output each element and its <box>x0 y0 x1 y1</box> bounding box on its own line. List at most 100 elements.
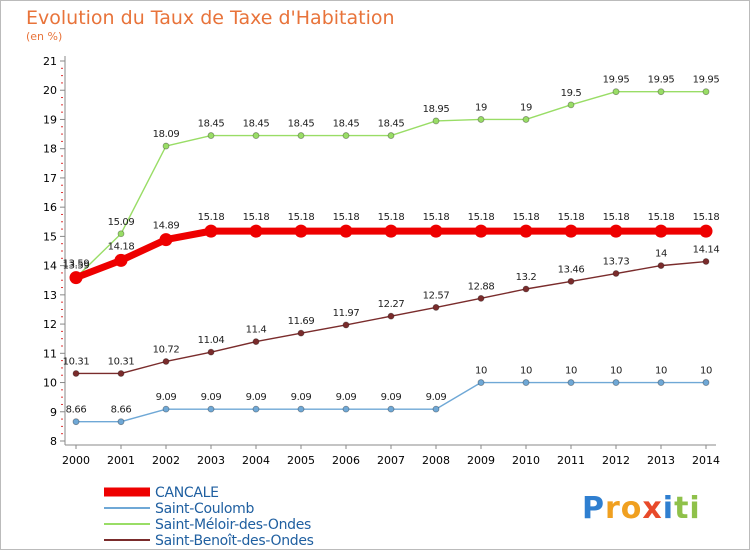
data-point <box>477 294 485 302</box>
data-label: 8.66 <box>111 405 132 416</box>
data-point <box>387 132 395 139</box>
data-point <box>567 277 575 285</box>
data-point <box>207 348 215 356</box>
logo-letter: i <box>663 491 674 526</box>
data-label: 13.73 <box>603 257 630 268</box>
data-point <box>342 132 350 139</box>
data-point <box>297 329 305 337</box>
data-point <box>69 271 83 285</box>
data-point <box>567 379 575 386</box>
data-point <box>522 116 530 123</box>
data-point <box>429 224 443 238</box>
data-label: 10 <box>565 366 577 377</box>
data-point <box>387 312 395 320</box>
data-point <box>612 270 620 277</box>
data-point <box>657 88 665 96</box>
proxiti-logo: Proxiti <box>582 491 701 526</box>
data-point <box>522 285 530 293</box>
x-tick-label: 2013 <box>647 454 675 467</box>
x-tick-label: 2001 <box>107 454 135 467</box>
data-label: 18.45 <box>243 119 270 130</box>
data-point <box>699 224 713 238</box>
data-label: 15.18 <box>558 212 585 223</box>
data-point <box>117 370 125 377</box>
x-tick-label: 2007 <box>377 454 405 467</box>
x-tick-label: 2011 <box>557 454 585 467</box>
data-point <box>657 379 665 386</box>
x-tick-label: 2005 <box>287 454 315 467</box>
data-label: 14.14 <box>693 245 720 256</box>
x-tick-label: 2012 <box>602 454 630 467</box>
y-tick-label: 17 <box>43 172 57 185</box>
data-label: 18.09 <box>153 129 180 140</box>
x-tick-label: 2002 <box>152 454 180 467</box>
data-point <box>477 379 485 386</box>
data-point <box>474 224 488 238</box>
data-point <box>609 224 623 238</box>
data-label: 15.18 <box>333 212 360 223</box>
data-point <box>114 253 128 267</box>
data-label: 11.97 <box>333 308 360 319</box>
data-point <box>117 418 125 426</box>
data-label: 15.09 <box>108 217 135 228</box>
legend-label-cancale: CANCALE <box>155 485 219 501</box>
x-tick-label: 2004 <box>242 454 270 467</box>
data-label: 15.18 <box>378 212 405 223</box>
data-point <box>72 370 80 377</box>
legend-item-saint-benoit: Saint-Benoît-des-Ondes <box>104 533 314 549</box>
data-label: 19.95 <box>693 75 720 86</box>
data-label: 19.5 <box>561 88 582 99</box>
data-label: 13.2 <box>516 272 537 283</box>
x-tick-label: 2003 <box>197 454 225 467</box>
legend-label-saint-benoit: Saint-Benoît-des-Ondes <box>155 533 314 549</box>
data-label: 18.45 <box>378 119 405 130</box>
y-tick-label: 14 <box>43 260 57 273</box>
data-label: 9.09 <box>156 392 177 403</box>
legend-item-saint-coulomb: Saint-Coulomb <box>104 501 255 517</box>
data-point <box>162 358 170 365</box>
data-label: 11.04 <box>198 335 225 346</box>
data-label: 9.09 <box>201 392 222 403</box>
data-point <box>477 116 485 123</box>
data-point <box>117 230 125 238</box>
data-point <box>702 258 710 265</box>
data-label: 15.18 <box>288 212 315 223</box>
logo-letter: r <box>605 491 621 526</box>
data-point <box>432 405 440 413</box>
data-label: 18.95 <box>423 104 450 115</box>
data-label: 10.31 <box>63 356 90 367</box>
legend: CANCALE Saint-Coulomb Saint-Méloir-des-O… <box>104 485 314 549</box>
data-label: 18.45 <box>333 119 360 130</box>
data-point <box>297 405 305 413</box>
data-point <box>702 88 710 96</box>
legend-label-saint-meloir: Saint-Méloir-des-Ondes <box>155 517 311 533</box>
data-label: 14 <box>655 249 667 260</box>
data-label: 19 <box>520 102 532 113</box>
y-tick-label: 11 <box>43 347 57 360</box>
data-label: 19.95 <box>603 75 630 86</box>
y-tick-label: 16 <box>43 201 57 214</box>
logo-letter: x <box>642 491 662 526</box>
legend-item-cancale: CANCALE <box>104 485 219 501</box>
data-point <box>252 338 260 346</box>
data-label: 10 <box>520 366 532 377</box>
data-label: 8.66 <box>66 405 87 416</box>
legend-item-saint-meloir: Saint-Méloir-des-Ondes <box>104 517 311 533</box>
data-point <box>294 224 308 238</box>
logo-letter: i <box>689 491 700 526</box>
y-tick-label: 15 <box>43 230 57 243</box>
data-label: 15.18 <box>468 212 495 223</box>
data-point <box>519 224 533 238</box>
data-label: 11.4 <box>246 325 267 336</box>
y-tick-label: 9 <box>50 406 57 419</box>
data-label: 14.89 <box>153 221 180 232</box>
data-label: 15.18 <box>513 212 540 223</box>
y-tick-label: 21 <box>43 55 57 68</box>
data-labels: 8.66 8.66 9.09 9.09 9.09 9.09 9.09 9.09 9.09 10 10… <box>63 75 720 416</box>
data-label: 10 <box>655 366 667 377</box>
x-tick-label: 2009 <box>467 454 495 467</box>
data-label: 15.18 <box>198 212 225 223</box>
data-point <box>432 304 440 311</box>
data-point <box>339 224 353 238</box>
